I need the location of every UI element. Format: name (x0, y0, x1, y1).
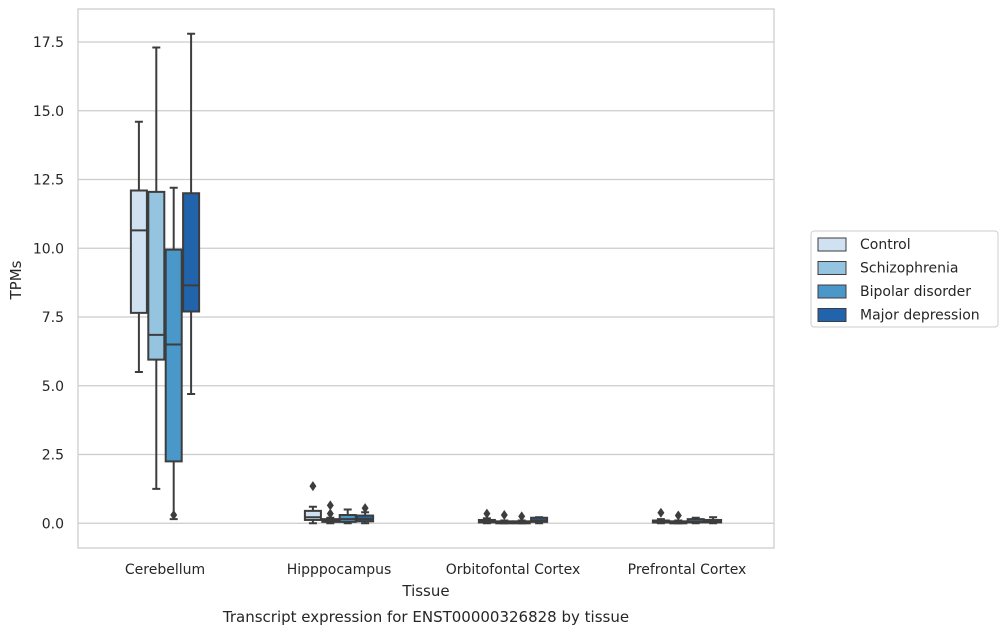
legend: Control Schizophrenia Bipolar disorder Majo… (810, 230, 999, 328)
y-tick-label: 17.5 (33, 35, 64, 51)
outlier-marker (657, 507, 665, 518)
box-body (182, 192, 201, 313)
outlier-marker (361, 503, 369, 514)
outlier-marker (309, 481, 317, 492)
box-schizophrenia (321, 500, 340, 525)
y-tick-label: 15.0 (33, 104, 64, 120)
box-control (129, 120, 148, 373)
box-schizophrenia (495, 510, 514, 525)
legend-swatch (817, 308, 847, 322)
box-major-depression (356, 503, 375, 525)
legend-swatch (817, 284, 847, 299)
box-bipolar-disorder (164, 186, 183, 521)
box-schizophrenia (147, 46, 166, 490)
box-series (129, 32, 723, 525)
x-axis-label: Tissue (401, 582, 449, 600)
box-bipolar-disorder (338, 508, 357, 525)
box-schizophrenia (669, 510, 688, 525)
box-body (147, 190, 166, 361)
x-tick-label: Prefrontal Cortex (628, 562, 747, 578)
box-control (477, 508, 496, 525)
box-body (303, 509, 322, 521)
gridlines (78, 41, 774, 524)
y-tick-label: 5.0 (42, 379, 64, 395)
y-tick-label: 2.5 (42, 448, 64, 464)
box-control (651, 507, 670, 525)
y-tick-label: 0.0 (42, 516, 64, 532)
y-axis-label: TPMs (7, 260, 25, 300)
box-bipolar-disorder (686, 516, 705, 525)
x-tick-label: Cerebellum (125, 562, 205, 578)
outlier-marker (326, 508, 334, 519)
plot-frame (77, 8, 775, 549)
y-tick-label: 12.5 (33, 173, 64, 189)
box-body (129, 189, 148, 314)
legend-swatch (817, 261, 847, 275)
x-tick-label: Hipppocampus (287, 562, 392, 578)
box-major-depression (704, 516, 723, 525)
x-tick-label: Orbitofontal Cortex (446, 562, 581, 578)
legend-label: Control (860, 237, 911, 253)
box-body (164, 248, 183, 463)
legend-label: Schizophrenia (860, 261, 958, 277)
x-axis-ticks: Cerebellum Hipppocampus Orbitofontal Corte… (125, 562, 746, 578)
legend-items: Control Schizophrenia Bipolar disorder Majo… (817, 237, 980, 324)
outlier-marker (170, 510, 178, 520)
box-major-depression (182, 32, 201, 395)
legend-label: Bipolar disorder (860, 284, 971, 300)
outlier-marker (674, 510, 682, 521)
box-major-depression (530, 516, 549, 525)
chart-caption: Transcript expression for ENST0000032682… (222, 608, 629, 626)
outlier-marker (483, 508, 491, 519)
legend-label: Major depression (860, 308, 980, 324)
outlier-marker (500, 510, 508, 520)
box-bipolar-disorder (512, 511, 531, 525)
y-tick-label: 7.5 (42, 310, 64, 326)
legend-frame (810, 230, 999, 328)
legend-swatch (817, 237, 847, 252)
box-control (303, 481, 322, 525)
outlier-marker (518, 511, 526, 522)
outlier-marker (326, 500, 334, 511)
y-tick-label: 10.0 (33, 241, 64, 257)
y-axis-ticks: 0.0 2.5 5.0 7.5 10.0 12.5 15.0 17.5 (33, 35, 64, 532)
